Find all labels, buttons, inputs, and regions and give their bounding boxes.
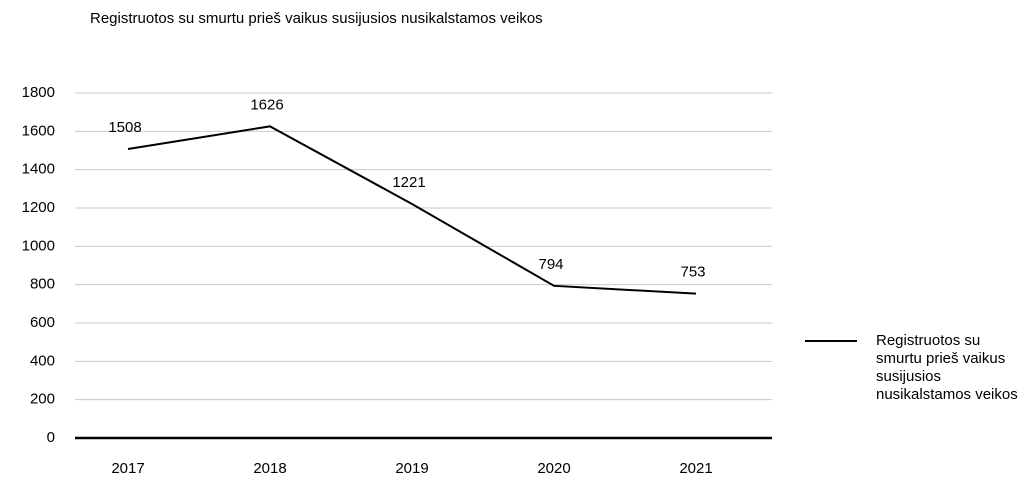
x-tick-label: 2018 — [253, 460, 286, 477]
y-tick-label: 1200 — [22, 199, 55, 216]
chart-title: Registruotos su smurtu prieš vaikus susi… — [90, 10, 543, 27]
data-label: 794 — [538, 256, 563, 273]
data-label: 1221 — [392, 174, 425, 191]
x-tick-label: 2021 — [679, 460, 712, 477]
data-label: 1508 — [108, 119, 141, 136]
data-label: 1626 — [250, 96, 283, 113]
x-tick-label: 2019 — [395, 460, 428, 477]
y-tick-label: 1600 — [22, 122, 55, 139]
x-tick-label: 2017 — [111, 460, 144, 477]
y-tick-label: 800 — [30, 276, 55, 293]
y-tick-label: 1800 — [22, 84, 55, 101]
data-label: 753 — [680, 264, 705, 281]
y-tick-label: 0 — [47, 429, 55, 446]
legend-label: Registruotos su smurtu prieš vaikus susi… — [876, 332, 1018, 403]
y-tick-label: 600 — [30, 314, 55, 331]
line-series — [127, 125, 697, 295]
x-tick-label: 2020 — [537, 460, 570, 477]
y-tick-label: 1400 — [22, 161, 55, 178]
y-tick-label: 200 — [30, 391, 55, 408]
y-tick-label: 1000 — [22, 237, 55, 254]
y-tick-label: 400 — [30, 352, 55, 369]
